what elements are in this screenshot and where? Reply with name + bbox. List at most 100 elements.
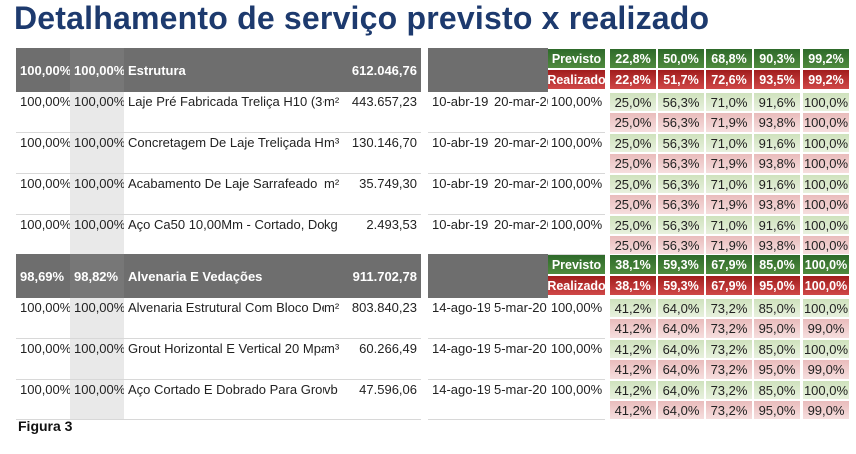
item-previsto-value: 64,0% (658, 340, 704, 358)
item-pct: 100,00% (548, 298, 605, 339)
item-value: 130.146,70 (350, 133, 421, 174)
item-previsto-value: 56,3% (658, 93, 704, 111)
item-realizado-value: 71,9% (706, 195, 752, 214)
item-pct: 100,00% (548, 380, 605, 420)
item-pct-2: 100,00% (70, 380, 124, 420)
item-description: Alvenaria Estrutural Com Bloco De Conc (124, 298, 324, 339)
item-realizado-value: 64,0% (658, 401, 704, 419)
item-previsto-value: 56,3% (658, 175, 704, 193)
group-value: 612.046,76 (350, 48, 421, 92)
group-dates-header (428, 48, 548, 92)
item-previsto-value: 100,0% (803, 299, 849, 317)
item-realizado-value: 100,0% (803, 113, 849, 132)
group-previsto-value: 99,2% (803, 49, 849, 68)
item-realizado-value: 25,0% (610, 195, 656, 214)
group-previsto-value: 50,0% (658, 49, 704, 68)
item-pct: 100,00% (548, 174, 605, 215)
item-previsto-value: 71,0% (706, 216, 752, 234)
group-realizado-value: 22,8% (610, 70, 656, 89)
group-pct-1: 98,69% (16, 254, 70, 298)
item-end-date: 5-mar-20 (490, 339, 548, 380)
item-previsto-value: 73,2% (706, 340, 752, 358)
item-pct-1: 100,00% (16, 339, 70, 380)
previsto-label: Previsto (548, 49, 605, 68)
item-description: Aço Ca50 10,00Mm - Cortado, Dobrado (124, 215, 324, 255)
item-previsto-value: 73,2% (706, 381, 752, 399)
item-previsto-value: 71,0% (706, 93, 752, 111)
item-pct-2: 100,00% (70, 174, 124, 215)
item-realizado-value: 56,3% (658, 154, 704, 173)
item-realizado-value: 71,9% (706, 113, 752, 132)
item-previsto-value: 64,0% (658, 299, 704, 317)
item-description: Grout Horizontal E Vertical 20 Mpa (124, 339, 324, 380)
item-realizado-value: 95,0% (754, 319, 800, 338)
item-realizado-value: 95,0% (754, 401, 800, 419)
group-name: Estrutura (124, 48, 350, 92)
page-title: Detalhamento de serviço previsto x reali… (14, 0, 710, 36)
item-realizado-value: 25,0% (610, 154, 656, 173)
item-unit: m² (324, 92, 350, 133)
item-end-date: 20-mar-20 (490, 174, 548, 215)
item-pct: 100,00% (548, 339, 605, 380)
item-realizado-value: 99,0% (803, 360, 849, 379)
item-pct: 100,00% (548, 92, 605, 133)
item-start-date: 10-abr-19 (428, 174, 490, 215)
item-previsto-value: 91,6% (754, 216, 800, 234)
item-realizado-value: 64,0% (658, 360, 704, 379)
item-previsto-value: 91,6% (754, 175, 800, 193)
group-name: Alvenaria E Vedações (124, 254, 350, 298)
item-description: Concretagem De Laje Treliçada H 10 (7+3 (124, 133, 324, 174)
item-previsto-value: 100,0% (803, 340, 849, 358)
item-start-date: 10-abr-19 (428, 92, 490, 133)
item-start-date: 14-ago-19 (428, 380, 490, 420)
group-pct-1: 100,00% (16, 48, 70, 92)
group-realizado-value: 95,0% (754, 276, 800, 295)
group-pct-2: 100,00% (70, 48, 124, 92)
group-realizado-value: 38,1% (610, 276, 656, 295)
item-realizado-value: 41,2% (610, 360, 656, 379)
item-realizado-value: 100,0% (803, 195, 849, 214)
item-pct-1: 100,00% (16, 298, 70, 339)
item-realizado-value: 100,0% (803, 154, 849, 173)
item-unit: m² (324, 174, 350, 215)
item-end-date: 20-mar-20 (490, 92, 548, 133)
item-realizado-value: 71,9% (706, 154, 752, 173)
item-realizado-value: 73,2% (706, 401, 752, 419)
group-previsto-value: 67,9% (706, 255, 752, 274)
previsto-label: Previsto (548, 255, 605, 274)
item-description: Aço Cortado E Dobrado Para Grout Em A (124, 380, 324, 420)
item-realizado-value: 99,0% (803, 319, 849, 338)
item-pct-2: 100,00% (70, 92, 124, 133)
item-pct-1: 100,00% (16, 380, 70, 420)
item-pct-2: 100,00% (70, 298, 124, 339)
item-pct: 100,00% (548, 215, 605, 255)
item-realizado-value: 100,0% (803, 236, 849, 254)
item-pct-1: 100,00% (16, 92, 70, 133)
item-unit: kg (324, 215, 350, 255)
item-previsto-value: 91,6% (754, 134, 800, 152)
item-start-date: 10-abr-19 (428, 215, 490, 255)
item-value: 443.657,23 (350, 92, 421, 133)
item-previsto-value: 41,2% (610, 340, 656, 358)
item-previsto-value: 100,0% (803, 93, 849, 111)
item-realizado-value: 56,3% (658, 113, 704, 132)
group-realizado-value: 51,7% (658, 70, 704, 89)
item-previsto-value: 85,0% (754, 340, 800, 358)
item-realizado-value: 93,8% (754, 236, 800, 254)
item-end-date: 5-mar-20 (490, 380, 548, 420)
group-previsto-value: 85,0% (754, 255, 800, 274)
item-previsto-value: 56,3% (658, 216, 704, 234)
item-previsto-value: 100,0% (803, 216, 849, 234)
item-previsto-value: 25,0% (610, 175, 656, 193)
item-previsto-value: 73,2% (706, 299, 752, 317)
item-realizado-value: 41,2% (610, 401, 656, 419)
item-previsto-value: 25,0% (610, 134, 656, 152)
item-realizado-value: 93,8% (754, 154, 800, 173)
group-previsto-value: 22,8% (610, 49, 656, 68)
item-realizado-value: 25,0% (610, 236, 656, 254)
item-value: 2.493,53 (350, 215, 421, 255)
group-dates-header (428, 254, 548, 298)
item-realizado-value: 41,2% (610, 319, 656, 338)
item-unit: m³ (324, 339, 350, 380)
item-realizado-value: 99,0% (803, 401, 849, 419)
